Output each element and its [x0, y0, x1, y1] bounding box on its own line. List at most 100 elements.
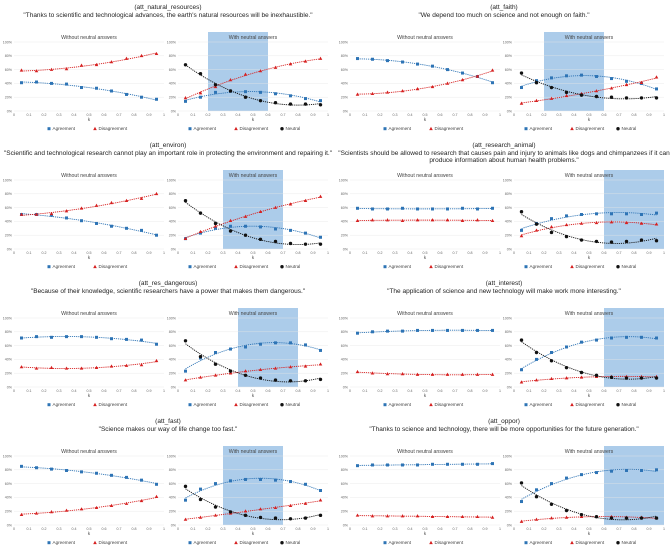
data-point	[124, 198, 129, 202]
data-point	[639, 221, 644, 225]
panel-subtitle: With neutral answers	[229, 449, 278, 455]
data-point	[534, 350, 539, 355]
series-agreement	[20, 335, 158, 346]
data-point	[461, 328, 464, 332]
legend-marker	[570, 126, 574, 131]
x-tick-label: 0.1	[27, 527, 32, 531]
data-point	[199, 95, 202, 99]
data-point	[579, 221, 584, 225]
y-tick-label: 60%	[341, 68, 349, 72]
data-point	[416, 463, 419, 467]
data-point	[95, 335, 98, 339]
chart-svg: Without neutral answers0%20%40%60%80%100…	[3, 32, 329, 131]
data-point	[288, 202, 293, 206]
data-point	[550, 482, 553, 486]
legend-label: Agreement	[53, 402, 76, 407]
trend-line	[357, 70, 493, 95]
x-tick-label: 0.5	[587, 527, 592, 531]
chart-title-block: (att_interest) "The application of scienc…	[336, 280, 672, 295]
data-point	[564, 222, 569, 227]
data-point	[19, 512, 24, 516]
data-point	[109, 364, 114, 368]
data-point	[139, 498, 144, 503]
x-axis-label: k	[588, 117, 591, 122]
data-point	[259, 477, 262, 481]
data-point	[183, 339, 188, 343]
data-point	[565, 214, 568, 218]
data-point	[370, 514, 375, 518]
data-point	[401, 206, 404, 210]
data-point	[125, 337, 128, 341]
legend-label: Disagreement	[240, 264, 269, 269]
data-point	[94, 203, 99, 207]
x-tick-label: 0.8	[632, 113, 637, 117]
chart-svg: Without neutral answers0%20%40%60%80%100…	[3, 170, 329, 269]
data-point	[243, 509, 248, 513]
x-tick-label: 1	[499, 113, 501, 117]
legend-marker	[47, 541, 51, 545]
data-point	[655, 87, 658, 91]
data-point	[79, 206, 84, 210]
y-tick-label: 80%	[505, 192, 513, 196]
y-tick-label: 40%	[505, 220, 513, 224]
data-point	[288, 102, 293, 106]
data-point	[564, 234, 569, 239]
trend-line	[521, 341, 657, 380]
legend-label: Neutral	[622, 264, 637, 269]
y-tick-label: 100%	[3, 178, 13, 182]
legend-marker	[280, 127, 284, 131]
y-tick-label: 40%	[169, 220, 177, 224]
legend: Agreement Disagreement Neutral	[188, 402, 300, 407]
x-tick-label: 0.6	[602, 389, 607, 393]
x-tick-label: 0	[177, 389, 179, 393]
y-tick-label: 0%	[171, 385, 177, 389]
legend-label: Disagreement	[99, 126, 128, 131]
data-point	[303, 364, 308, 368]
legend-marker	[524, 541, 528, 545]
x-tick-label: 0.5	[423, 527, 428, 531]
x-tick-label: 1	[163, 113, 165, 117]
variable-name: (att_research_animal)	[472, 142, 536, 149]
panel-subtitle: Without neutral answers	[61, 35, 117, 41]
data-point	[401, 329, 404, 333]
data-point	[244, 224, 247, 228]
chart-cell: (att_interest) "The application of scienc…	[336, 276, 672, 414]
panel-subtitle: Without neutral answers	[397, 311, 453, 317]
legend-label: Agreement	[194, 402, 217, 407]
legend-label: Neutral	[622, 540, 637, 545]
y-tick-label: 100%	[503, 454, 513, 458]
data-point	[49, 365, 54, 369]
data-point	[519, 380, 524, 384]
data-point	[609, 375, 614, 380]
x-tick-label: 0	[13, 527, 15, 531]
data-point	[534, 222, 539, 226]
chart-title-block: (att_res_dangerous) "Because of their kno…	[0, 280, 336, 295]
x-tick-label: 1	[327, 251, 329, 255]
variable-name: (att_res_dangerous)	[138, 280, 198, 287]
x-tick-label: 0.6	[438, 389, 443, 393]
y-tick-label: 20%	[505, 372, 513, 376]
data-point	[229, 347, 232, 351]
data-point	[445, 81, 450, 85]
x-tick-label: 0.6	[102, 251, 107, 255]
statement-text: "The application of science and new tech…	[387, 287, 621, 295]
data-point	[624, 96, 629, 100]
data-point	[519, 338, 524, 342]
y-tick-label: 100%	[339, 454, 349, 458]
data-point	[654, 222, 659, 226]
data-point	[520, 86, 523, 90]
x-tick-label: 0	[349, 113, 351, 117]
data-point	[386, 329, 389, 333]
legend-label: Disagreement	[240, 540, 269, 545]
x-tick-label: 0.5	[87, 389, 92, 393]
legend-marker	[47, 265, 51, 269]
x-tick-label: 0	[177, 113, 179, 117]
data-point	[19, 365, 24, 369]
x-axis-label: k	[424, 531, 427, 536]
data-point	[625, 79, 628, 83]
legend: Agreement Disagreement Neutral	[524, 402, 636, 407]
data-point	[356, 206, 359, 210]
data-point	[519, 519, 524, 523]
legend-label: Agreement	[194, 540, 217, 545]
legend-marker	[93, 540, 97, 545]
